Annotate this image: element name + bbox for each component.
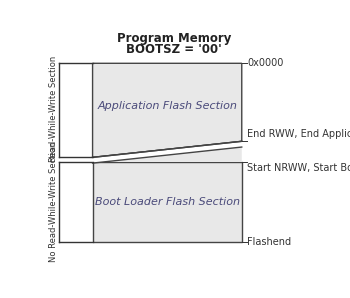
Text: BOOTSZ = '00': BOOTSZ = '00' (126, 44, 222, 56)
Polygon shape (92, 63, 242, 157)
Text: No Read-While-Write Section: No Read-While-Write Section (49, 142, 58, 262)
Bar (92, 162, 242, 242)
Polygon shape (92, 141, 242, 162)
Polygon shape (92, 147, 242, 163)
Text: 0x0000: 0x0000 (247, 58, 284, 68)
Text: Flashend: Flashend (247, 237, 291, 247)
Text: Program Memory: Program Memory (117, 32, 231, 45)
Text: End RWW, End Application: End RWW, End Application (247, 129, 350, 139)
Text: Application Flash Section: Application Flash Section (97, 101, 237, 111)
Text: Boot Loader Flash Section: Boot Loader Flash Section (94, 197, 240, 207)
Text: Start NRWW, Start Boot Loader: Start NRWW, Start Boot Loader (247, 163, 350, 173)
Text: Read-While-Write Section: Read-While-Write Section (49, 56, 58, 162)
